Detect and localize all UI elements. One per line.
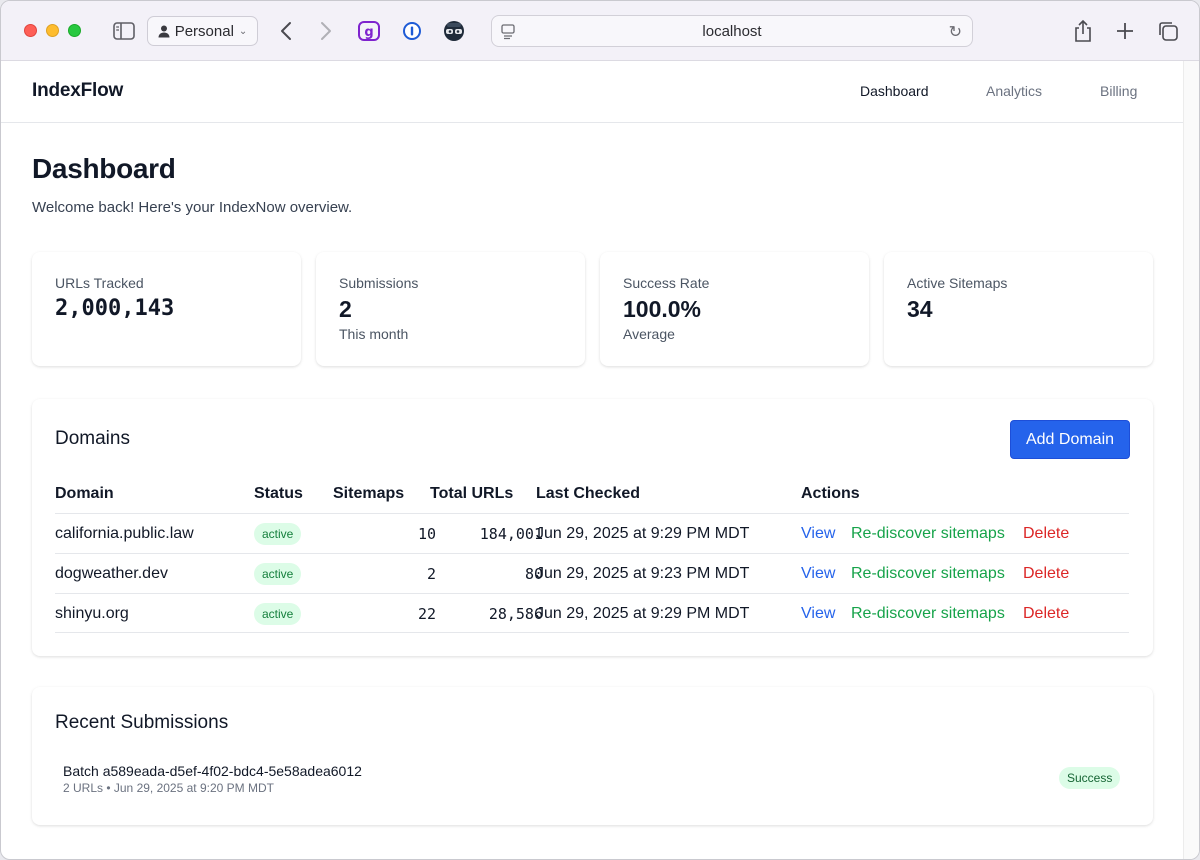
stat-label: Submissions [339, 275, 419, 291]
submission-status-badge: Success [1059, 767, 1121, 789]
stat-card-urls-tracked: URLs Tracked 2,000,143 [32, 252, 301, 366]
tabs-icon [1159, 22, 1178, 41]
minimize-window-button[interactable] [46, 24, 59, 37]
column-header-actions: Actions [801, 485, 860, 502]
sitemaps-cell: 22 [417, 605, 436, 623]
chevron-right-icon [321, 22, 331, 40]
add-domain-button[interactable]: Add Domain [1010, 420, 1130, 459]
password-manager-icon [403, 22, 421, 40]
page-icon [501, 24, 515, 40]
stat-label: Active Sitemaps [907, 275, 1008, 291]
delete-button[interactable]: Delete [1023, 605, 1070, 622]
extension-button-1[interactable]: g [357, 16, 381, 46]
column-header-total-urls: Total URLs [430, 485, 514, 502]
back-button[interactable] [274, 16, 298, 46]
brand-logo[interactable]: IndexFlow [32, 80, 124, 101]
stat-value: 100.0% [623, 296, 702, 322]
status-badge: active [254, 523, 302, 545]
total-urls-cell: 28,586 [488, 605, 543, 623]
nav-dashboard[interactable]: Dashboard [860, 83, 929, 99]
domain-cell: california.public.law [55, 525, 194, 542]
stat-card-success-rate: Success Rate 100.0% Average [600, 252, 869, 366]
profile-menu-button[interactable]: Personal ⌄ [147, 16, 258, 46]
column-header-last-checked: Last Checked [536, 485, 641, 502]
rediscover-sitemaps-button[interactable]: Re-discover sitemaps [851, 525, 1005, 542]
rediscover-sitemaps-button[interactable]: Re-discover sitemaps [851, 605, 1005, 622]
browser-toolbar: Personal ⌄ g localhost ↻ [1, 1, 1199, 61]
page-title: Dashboard [32, 153, 176, 184]
status-badge: active [254, 563, 302, 585]
sidebar-icon [113, 22, 135, 40]
share-button[interactable] [1071, 16, 1095, 46]
chevron-down-icon: ⌄ [238, 25, 248, 37]
total-urls-cell: 184,001 [479, 525, 543, 543]
domain-cell: shinyu.org [55, 605, 129, 622]
stat-note: This month [339, 326, 409, 342]
status-badge: active [254, 603, 302, 625]
delete-button[interactable]: Delete [1023, 565, 1070, 582]
table-row: shinyu.org active 22 28,586 Jun 29, 2025… [55, 593, 1129, 633]
forward-button[interactable] [314, 16, 338, 46]
submission-meta: 2 URLs • Jun 29, 2025 at 9:20 PM MDT [63, 781, 274, 795]
table-row: california.public.law active 10 184,001 … [55, 513, 1129, 553]
share-icon [1075, 19, 1091, 42]
stat-note: Average [623, 326, 675, 342]
stat-label: URLs Tracked [55, 275, 144, 291]
last-checked-cell: Jun 29, 2025 at 9:29 PM MDT [536, 525, 750, 542]
tab-overview-button[interactable] [1156, 16, 1180, 46]
stat-label: Success Rate [623, 275, 710, 291]
delete-button[interactable]: Delete [1023, 525, 1070, 542]
domains-card: Domains Add Domain Domain Status Sitemap… [32, 399, 1153, 656]
zoom-window-button[interactable] [68, 24, 81, 37]
chevron-left-icon [281, 22, 291, 40]
column-header-sitemaps: Sitemaps [333, 485, 405, 502]
column-header-status: Status [254, 485, 303, 502]
stat-card-active-sitemaps: Active Sitemaps 34 [884, 252, 1153, 366]
domain-cell: dogweather.dev [55, 565, 168, 582]
svg-text:g: g [364, 25, 373, 40]
profile-label: Personal [174, 22, 234, 40]
address-text: localhost [702, 22, 762, 40]
sitemaps-cell: 2 [426, 565, 436, 583]
last-checked-cell: Jun 29, 2025 at 9:23 PM MDT [536, 565, 750, 582]
last-checked-cell: Jun 29, 2025 at 9:29 PM MDT [536, 605, 750, 622]
stat-card-submissions: Submissions 2 This month [316, 252, 585, 366]
extension-button-2[interactable] [401, 16, 423, 46]
spy-extension-icon [444, 21, 464, 41]
recent-submissions-heading: Recent Submissions [55, 712, 229, 733]
stat-value: 2 [339, 296, 352, 322]
address-bar[interactable]: localhost ↻ [491, 15, 973, 47]
domains-heading: Domains [55, 428, 130, 449]
sidebar-toggle-button[interactable] [111, 16, 137, 46]
view-button[interactable]: View [801, 565, 836, 582]
close-window-button[interactable] [24, 24, 37, 37]
stat-value: 34 [907, 296, 933, 322]
nav-billing[interactable]: Billing [1100, 83, 1138, 99]
recent-submissions-card: Recent Submissions Batch a589eada-d5ef-4… [32, 687, 1153, 825]
stat-value: 2,000,143 [55, 296, 175, 321]
table-row: dogweather.dev active 2 80 Jun 29, 2025 … [55, 553, 1129, 593]
nav-analytics[interactable]: Analytics [986, 83, 1043, 99]
sitemaps-cell: 10 [417, 525, 436, 543]
view-button[interactable]: View [801, 525, 836, 542]
scrollbar[interactable] [1183, 61, 1199, 859]
submission-title: Batch a589eada-d5ef-4f02-bdc4-5e58adea60… [63, 763, 362, 779]
reload-icon[interactable]: ↻ [948, 24, 962, 41]
column-header-domain: Domain [55, 485, 114, 502]
view-button[interactable]: View [801, 605, 836, 622]
rediscover-sitemaps-button[interactable]: Re-discover sitemaps [851, 565, 1005, 582]
page-subtitle: Welcome back! Here's your IndexNow overv… [32, 199, 353, 216]
total-urls-cell: 80 [524, 565, 543, 583]
extension-button-3[interactable] [442, 16, 466, 46]
app-header: IndexFlow Dashboard Analytics Billing [1, 61, 1184, 123]
new-tab-button[interactable] [1113, 16, 1137, 46]
person-icon [158, 25, 170, 37]
plus-icon [1117, 23, 1133, 39]
extension-badge-icon: g [358, 21, 380, 41]
